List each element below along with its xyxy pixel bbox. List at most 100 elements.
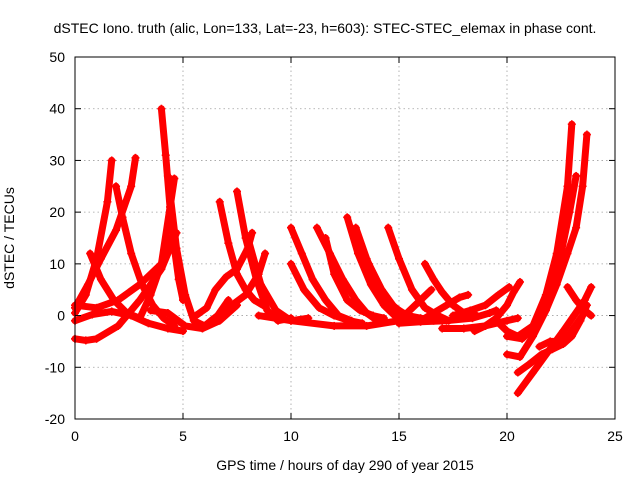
data-point: [587, 311, 596, 320]
data-point: [315, 303, 324, 312]
data-point: [321, 296, 330, 305]
data-point: [263, 306, 272, 315]
data-point: [578, 182, 587, 191]
data-point: [287, 223, 295, 232]
series-arc-5: [112, 182, 179, 330]
data-point: [297, 249, 306, 258]
data-point: [518, 334, 527, 343]
series-trace: [255, 286, 435, 330]
y-tick-label: -10: [45, 359, 65, 375]
data-point: [107, 307, 116, 316]
y-tick-label: 30: [49, 152, 65, 168]
data-point: [565, 329, 574, 338]
data-point: [449, 311, 457, 320]
data-point: [503, 332, 511, 341]
tick-labels: 0 5 10 15 20 25 -20 -10 0 10 20 30 40 50: [45, 49, 623, 444]
data-point: [524, 360, 533, 369]
data-point: [416, 316, 425, 325]
data-point: [81, 336, 90, 345]
series-arc-25: [254, 285, 436, 330]
data-point: [572, 296, 581, 305]
data-point: [343, 296, 352, 305]
data-point: [513, 368, 522, 377]
data-point: [144, 319, 153, 328]
data-point: [163, 308, 172, 317]
data-point: [127, 311, 136, 320]
data-point: [438, 288, 447, 297]
data-point: [172, 244, 181, 253]
data-point: [481, 301, 490, 310]
series-arc-35: [513, 283, 596, 398]
data-point: [455, 293, 464, 302]
data-point: [563, 283, 572, 292]
data-point: [207, 316, 216, 325]
data-point: [544, 347, 553, 356]
data-point: [211, 285, 220, 294]
data-point: [157, 104, 166, 113]
data-point: [299, 285, 308, 294]
axis-ticks: [74, 56, 616, 420]
data-point: [191, 311, 200, 320]
data-point: [343, 213, 352, 222]
data-point: [563, 182, 572, 191]
data-point: [88, 310, 97, 319]
data-point: [485, 308, 494, 317]
data-point: [163, 171, 172, 180]
series-arc-33: [503, 130, 591, 361]
data-point: [146, 306, 155, 315]
data-point: [224, 239, 233, 248]
data-point: [420, 303, 429, 312]
data-point: [528, 368, 537, 377]
data-point: [515, 352, 524, 361]
data-point: [131, 153, 140, 162]
data-point: [468, 314, 477, 323]
data-point: [503, 316, 511, 325]
data-point: [271, 306, 280, 315]
data-point: [582, 130, 591, 139]
series-trace: [343, 213, 409, 325]
data-point: [438, 324, 447, 333]
data-point: [287, 259, 295, 268]
data-point: [546, 337, 555, 346]
data-point: [330, 311, 339, 320]
data-point: [181, 321, 190, 330]
x-tick-label: 10: [283, 428, 299, 444]
series-arc-27: [416, 290, 473, 325]
data-point: [509, 288, 518, 297]
data-point: [528, 332, 537, 341]
data-point: [287, 316, 295, 325]
data-point: [308, 275, 317, 284]
data-point: [503, 350, 511, 359]
data-point: [118, 213, 127, 222]
data-point: [580, 296, 589, 305]
data-point: [312, 223, 321, 232]
data-point: [563, 249, 572, 258]
data-point: [369, 311, 378, 320]
data-point: [407, 285, 416, 294]
data-point: [161, 151, 170, 160]
x-tick-label: 15: [391, 428, 407, 444]
data-point: [330, 321, 339, 330]
data-point: [379, 301, 388, 310]
data-point: [429, 275, 438, 284]
data-point: [96, 254, 105, 263]
data-point: [578, 311, 587, 320]
data-point: [505, 283, 514, 292]
data-point: [515, 277, 524, 286]
data-point: [202, 303, 211, 312]
data-point: [254, 311, 263, 320]
data-point: [163, 324, 172, 333]
data-point: [92, 334, 101, 343]
data-point: [541, 306, 550, 315]
data-point: [127, 249, 136, 258]
data-point: [351, 223, 360, 232]
data-point: [107, 156, 116, 165]
data-point: [384, 223, 393, 232]
series-trace: [216, 198, 267, 309]
data-point: [103, 197, 112, 206]
data-point: [565, 208, 574, 217]
data-point: [356, 306, 365, 315]
data-point: [481, 321, 490, 330]
data-point: [513, 314, 522, 323]
